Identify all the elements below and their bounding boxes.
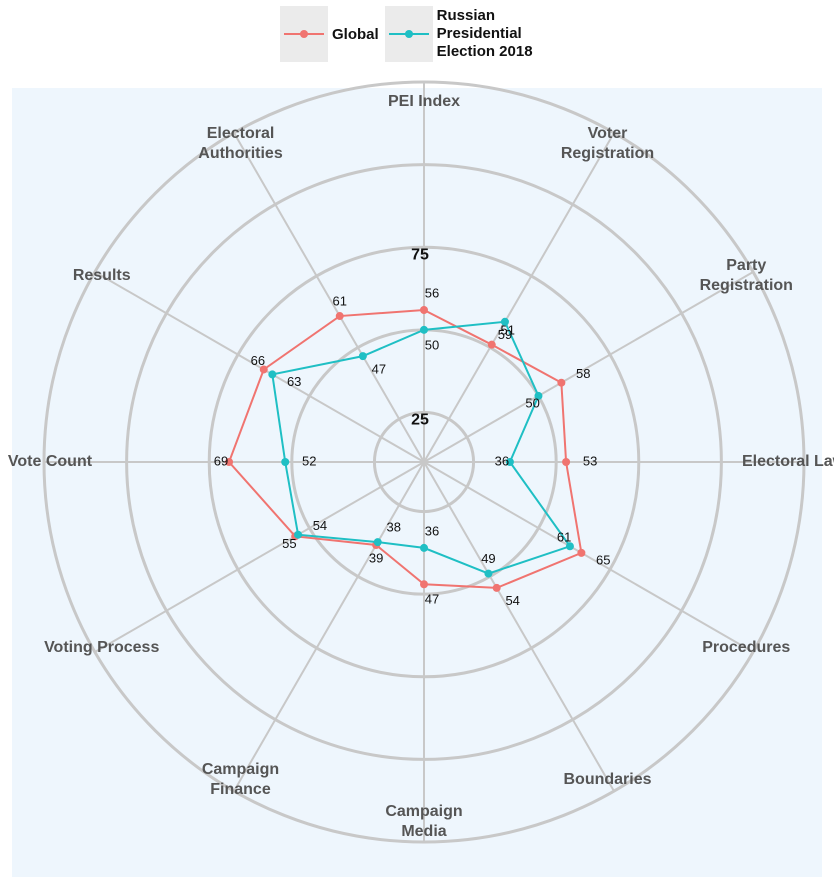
data-label: 50 <box>425 337 439 352</box>
data-label: 54 <box>505 593 519 608</box>
y-tick-label: 25 <box>411 412 429 429</box>
data-label: 61 <box>557 530 571 545</box>
data-label: 66 <box>251 353 265 368</box>
spoke <box>423 132 615 463</box>
legend-item: Russian Presidential Election 2018 <box>384 6 547 62</box>
data-label: 53 <box>583 453 597 468</box>
data-label: 39 <box>369 550 383 565</box>
data-label: 52 <box>302 453 316 468</box>
y-tick-label: 75 <box>411 246 429 263</box>
spoke <box>233 461 425 792</box>
legend-swatch <box>388 30 429 38</box>
data-point <box>420 580 428 589</box>
data-point <box>373 538 382 547</box>
data-point <box>281 458 290 466</box>
data-point <box>534 391 543 400</box>
legend-label: Russian Presidential Election 2018 <box>436 7 533 60</box>
data-label: 36 <box>425 523 439 538</box>
data-point <box>268 370 277 379</box>
data-point <box>259 365 268 374</box>
data-point <box>358 352 367 361</box>
data-label: 47 <box>372 361 386 376</box>
category-label: Campaign Finance <box>201 760 280 798</box>
spoke <box>423 461 615 792</box>
data-label: 59 <box>498 327 512 342</box>
spoke <box>423 461 754 653</box>
data-label: 38 <box>387 520 401 535</box>
spoke <box>423 271 754 463</box>
category-label: Vote Count <box>7 453 93 470</box>
data-point <box>487 340 496 349</box>
data-point <box>294 530 303 539</box>
data-point <box>562 458 571 466</box>
data-label: 54 <box>313 518 327 533</box>
data-point <box>577 548 586 557</box>
legend-swatch <box>284 30 324 38</box>
data-point <box>484 569 493 578</box>
data-point <box>225 458 234 466</box>
category-label: Campaign Media <box>385 803 463 840</box>
data-label: 36 <box>495 453 509 468</box>
spoke <box>233 132 425 463</box>
category-label: Voter Registration <box>560 125 655 163</box>
spoke <box>94 461 425 653</box>
legend: Global Russian Presidential Election 2018 <box>280 6 547 62</box>
data-point <box>420 325 428 334</box>
spoke <box>94 271 425 463</box>
data-label: 49 <box>481 551 495 566</box>
data-label: 63 <box>287 374 301 389</box>
data-point <box>565 542 574 551</box>
legend-key <box>280 6 328 62</box>
data-label: 65 <box>596 552 610 567</box>
category-label: Results <box>72 266 131 284</box>
data-point <box>420 543 428 552</box>
data-point <box>505 458 514 466</box>
panel <box>12 88 822 877</box>
data-point <box>420 306 428 314</box>
data-label: 56 <box>425 285 439 300</box>
category-label: Electoral Authorities <box>198 125 283 163</box>
legend-key <box>384 6 433 62</box>
data-point <box>335 312 344 321</box>
data-label: 47 <box>425 592 439 607</box>
data-label: 50 <box>525 395 539 410</box>
category-label: Boundaries <box>563 770 652 788</box>
data-label: 61 <box>333 294 347 309</box>
category-label: Electoral Laws <box>741 453 834 470</box>
category-label: PEI Index <box>387 93 461 110</box>
data-point <box>492 583 501 592</box>
data-label: 55 <box>282 536 296 551</box>
category-label: Procedures <box>702 639 791 657</box>
legend-item: Global <box>280 6 379 62</box>
data-label: 58 <box>576 366 590 381</box>
data-point <box>557 378 566 387</box>
data-point <box>500 317 509 326</box>
data-label: 69 <box>214 453 228 468</box>
category-label: Party Registration <box>699 256 793 294</box>
category-label: Voting Process <box>44 639 160 657</box>
legend-label: Global <box>332 25 379 43</box>
